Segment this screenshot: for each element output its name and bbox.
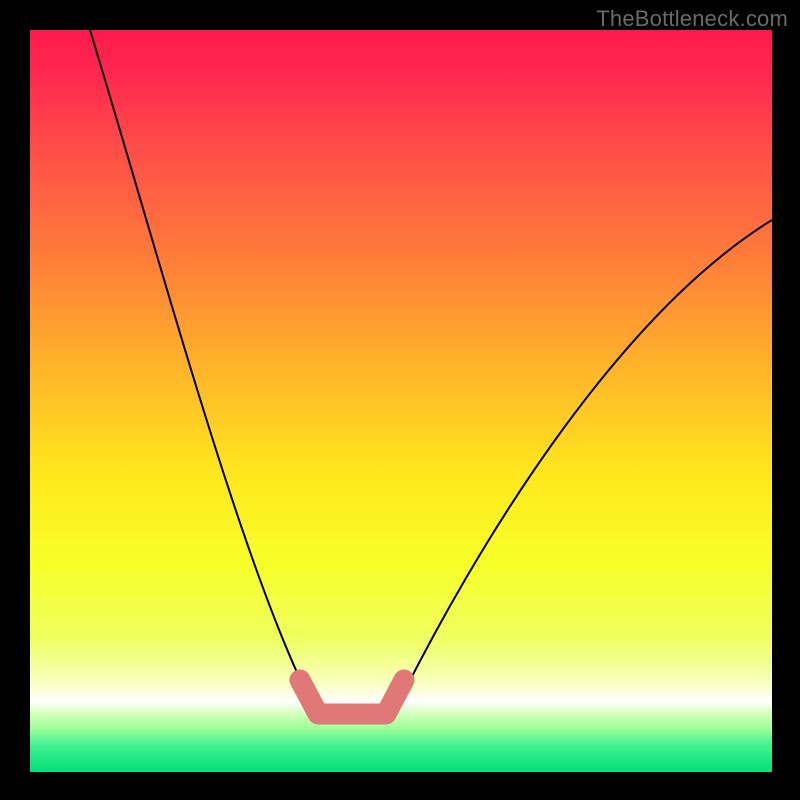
curves-layer [0, 0, 800, 800]
bottom-marker [300, 680, 404, 714]
curve-left [90, 30, 310, 700]
curve-right [400, 220, 772, 700]
canvas: TheBottleneck.com [0, 0, 800, 800]
